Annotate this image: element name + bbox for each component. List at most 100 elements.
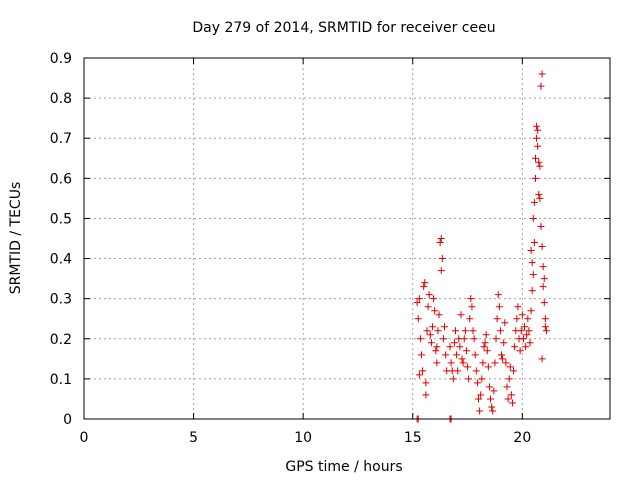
data-point xyxy=(539,263,547,271)
data-point xyxy=(531,154,539,162)
data-point xyxy=(529,271,537,279)
y-tick-label: 0.1 xyxy=(50,372,72,388)
data-point xyxy=(461,327,469,335)
data-point xyxy=(476,407,484,415)
data-point xyxy=(522,343,530,351)
data-point xyxy=(538,70,546,78)
data-point xyxy=(457,311,465,319)
data-point xyxy=(493,315,501,323)
data-point xyxy=(469,327,477,335)
data-point xyxy=(415,295,423,303)
data-point xyxy=(530,239,538,247)
data-point xyxy=(419,367,427,375)
data-point xyxy=(446,343,454,351)
data-point xyxy=(538,243,546,251)
data-point xyxy=(426,331,434,339)
data-point xyxy=(449,375,457,383)
data-point xyxy=(471,351,479,359)
y-tick-label: 0.6 xyxy=(50,171,72,187)
data-point xyxy=(435,311,443,319)
data-point xyxy=(468,303,476,311)
data-point xyxy=(482,331,490,339)
data-point xyxy=(533,134,541,142)
data-point xyxy=(438,255,446,263)
y-tick-label: 0.5 xyxy=(50,211,72,227)
data-point xyxy=(535,190,543,198)
data-point xyxy=(495,303,503,311)
data-point xyxy=(418,351,426,359)
data-point xyxy=(437,235,445,242)
y-tick-label: 0.9 xyxy=(50,51,72,67)
data-point xyxy=(427,339,435,347)
data-point xyxy=(450,339,458,347)
x-tick-label: 0 xyxy=(80,430,89,446)
data-point xyxy=(485,383,493,391)
data-point xyxy=(453,351,461,359)
data-point xyxy=(436,239,444,247)
data-point xyxy=(424,303,432,311)
data-point xyxy=(499,355,507,363)
data-point xyxy=(433,343,441,351)
data-point xyxy=(439,335,447,343)
data-point xyxy=(416,335,424,343)
plot-frame xyxy=(83,57,611,420)
data-point xyxy=(536,194,544,202)
data-points xyxy=(413,70,550,423)
data-point xyxy=(533,122,541,130)
data-point xyxy=(421,279,429,287)
y-tick-label: 0.8 xyxy=(50,91,72,107)
data-point xyxy=(428,323,436,331)
data-point xyxy=(447,359,455,367)
data-point xyxy=(488,403,496,411)
data-point xyxy=(537,82,545,90)
data-point xyxy=(529,214,537,222)
data-point xyxy=(525,327,533,335)
data-point xyxy=(477,391,485,399)
data-point xyxy=(501,319,509,327)
y-tick-label: 0.7 xyxy=(50,131,72,147)
data-point xyxy=(467,295,475,303)
data-point xyxy=(480,343,488,351)
data-point xyxy=(504,395,512,403)
data-point xyxy=(458,355,466,363)
data-point xyxy=(454,367,462,375)
data-point xyxy=(538,355,546,363)
data-point xyxy=(414,315,422,323)
data-point xyxy=(516,347,524,355)
data-point xyxy=(422,379,430,387)
data-point xyxy=(425,291,433,299)
data-point xyxy=(530,198,538,206)
data-point xyxy=(481,339,489,347)
data-point xyxy=(528,259,536,267)
data-point xyxy=(540,275,548,283)
data-point xyxy=(494,291,502,299)
data-point xyxy=(536,162,544,170)
data-point xyxy=(483,347,491,355)
data-point xyxy=(519,335,527,343)
data-point xyxy=(500,339,508,347)
data-point xyxy=(430,295,438,303)
data-point xyxy=(537,222,545,230)
data-point xyxy=(521,323,529,331)
data-point xyxy=(433,359,441,367)
y-tick-label: 0.3 xyxy=(50,292,72,308)
data-point xyxy=(420,283,428,291)
data-point xyxy=(524,315,532,323)
x-axis-label: GPS time / hours xyxy=(285,459,402,475)
grid-lines xyxy=(84,58,610,419)
data-point xyxy=(470,335,478,343)
x-tick-label: 5 xyxy=(189,430,198,446)
chart-title: Day 279 of 2014, SRMTID for receiver cee… xyxy=(192,20,495,36)
data-point xyxy=(465,375,473,383)
data-point xyxy=(511,343,519,351)
data-point xyxy=(541,323,549,331)
data-point xyxy=(431,307,439,315)
data-point xyxy=(507,391,515,399)
data-point xyxy=(460,335,468,343)
data-point xyxy=(503,383,511,391)
data-point xyxy=(423,327,431,335)
data-point xyxy=(517,327,525,335)
data-point xyxy=(466,315,474,323)
y-tick-label: 0 xyxy=(63,412,72,428)
data-point xyxy=(413,299,421,307)
